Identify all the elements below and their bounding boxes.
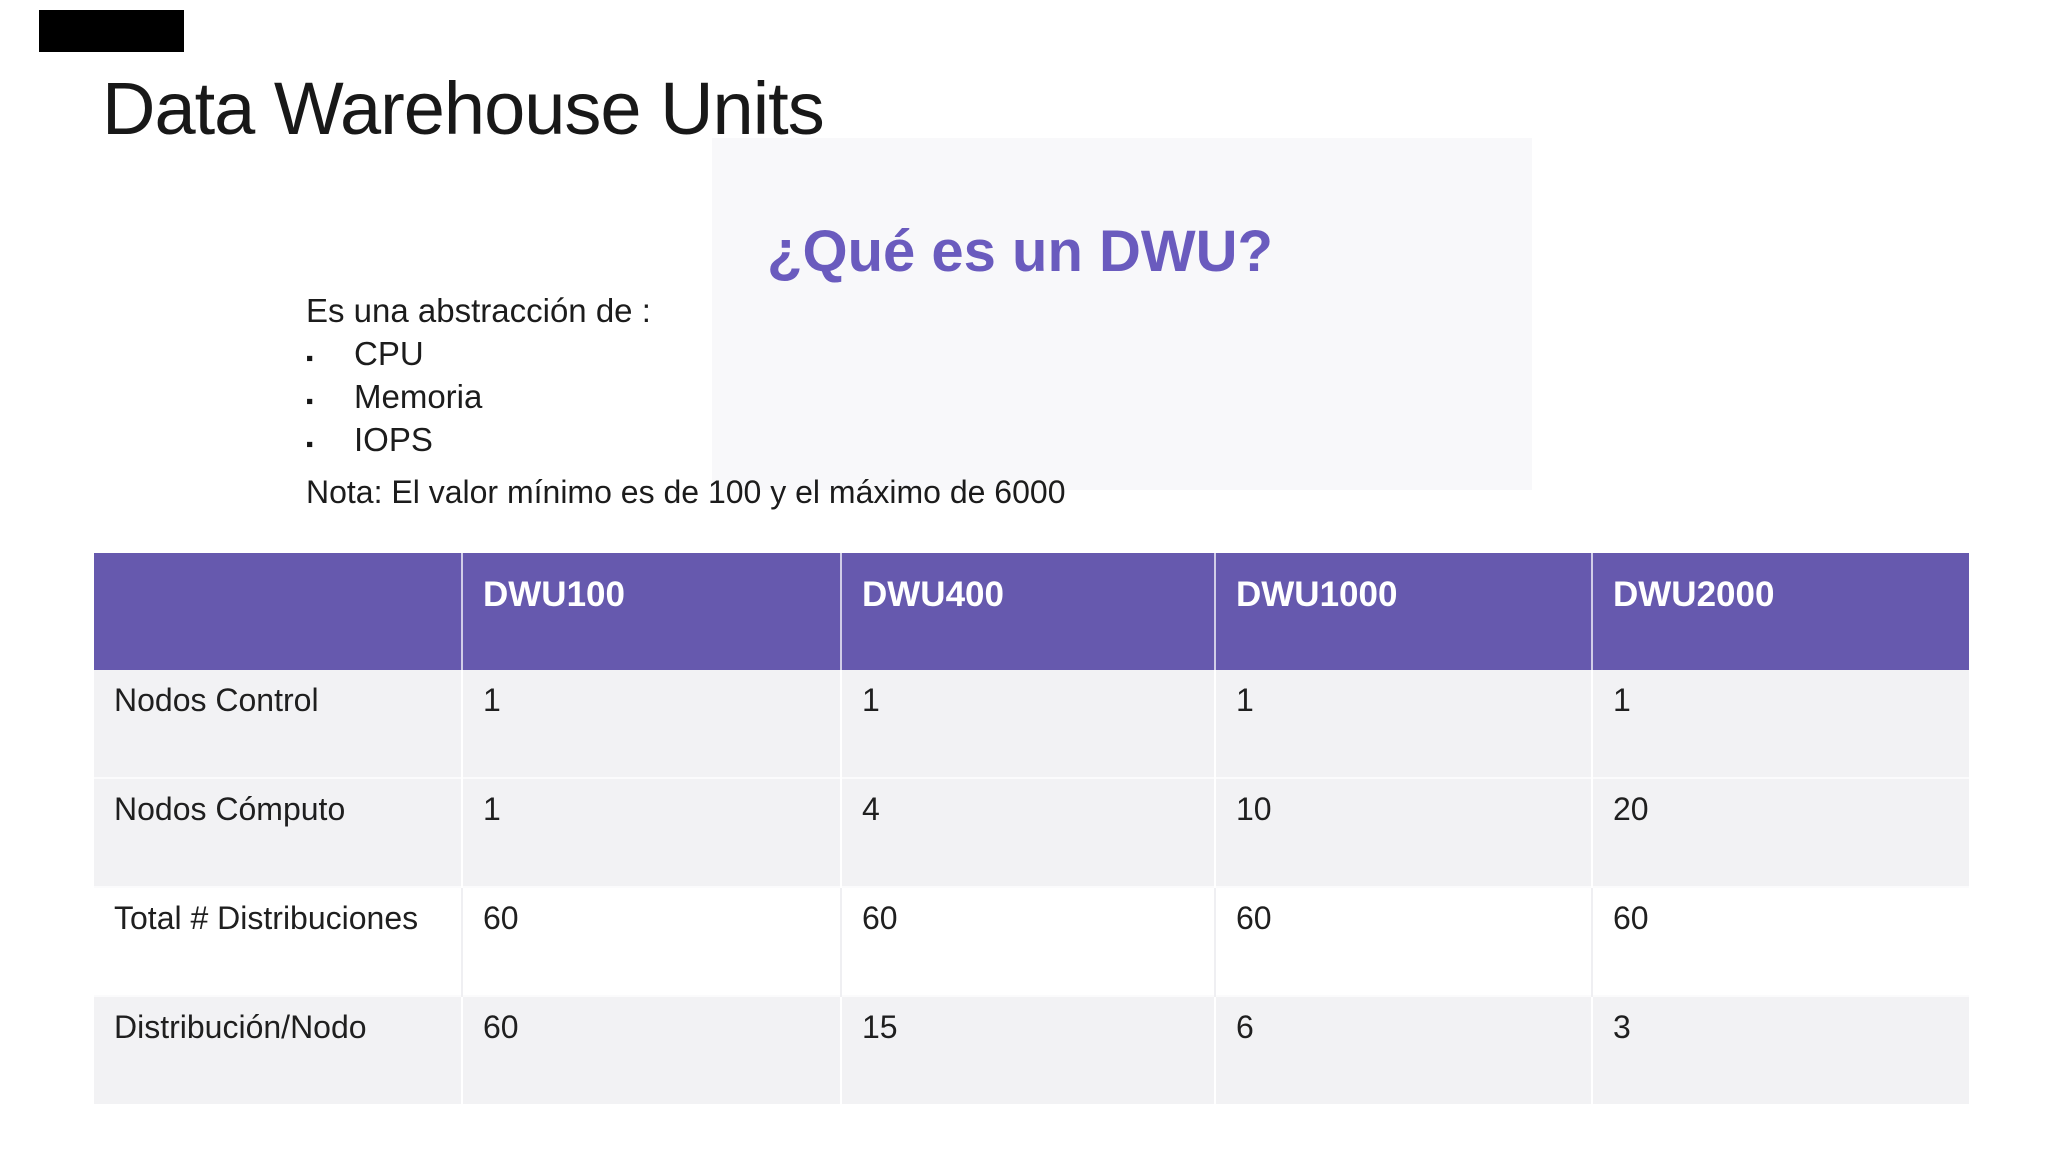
- bullet-label: Memoria: [354, 378, 483, 415]
- content-placeholder-panel: [712, 138, 1532, 490]
- cell-value: 60: [840, 886, 1215, 996]
- cell-value: 60: [461, 886, 841, 996]
- square-bullet-icon: ▪: [306, 433, 314, 456]
- cell-value: 1: [461, 670, 841, 778]
- table-row-total-distribuciones: Total # Distribuciones 60 60 60 60: [94, 886, 1969, 996]
- square-bullet-icon: ▪: [306, 347, 314, 370]
- cell-value: 15: [840, 995, 1215, 1104]
- cell-value: 10: [1214, 777, 1592, 887]
- cell-value: 60: [1591, 886, 1969, 996]
- page-title: Data Warehouse Units: [102, 67, 825, 150]
- bullet-label: CPU: [354, 335, 424, 372]
- header-cell-empty: [94, 553, 462, 670]
- cell-value: 60: [461, 995, 841, 1104]
- cell-value: 1: [840, 670, 1215, 778]
- slide-subtitle: ¿Qué es un DWU?: [767, 219, 1273, 284]
- dwu-comparison-table: DWU100 DWU400 DWU1000 DWU2000 Nodos Cont…: [94, 553, 1969, 1104]
- cell-value: 1: [461, 777, 841, 887]
- bullet-item-iops: ▪ IOPS: [306, 421, 651, 464]
- cell-value: 6: [1214, 995, 1592, 1104]
- header-cell-dwu400: DWU400: [840, 553, 1215, 670]
- bullet-item-cpu: ▪ CPU: [306, 335, 651, 378]
- cell-value: 3: [1591, 995, 1969, 1104]
- table-header-row: DWU100 DWU400 DWU1000 DWU2000: [94, 553, 1969, 670]
- note-text: Nota: El valor mínimo es de 100 y el máx…: [306, 474, 1066, 510]
- square-bullet-icon: ▪: [306, 390, 314, 413]
- table-row-distribucion-nodo: Distribución/Nodo 60 15 6 3: [94, 995, 1969, 1104]
- cell-value: 1: [1591, 670, 1969, 778]
- cell-value: 1: [1214, 670, 1592, 778]
- header-cell-dwu2000: DWU2000: [1591, 553, 1969, 670]
- row-label: Distribución/Nodo: [94, 995, 462, 1104]
- abstraction-text-block: Es una abstracción de : ▪ CPU ▪ Memoria …: [306, 292, 651, 464]
- header-cell-dwu100: DWU100: [461, 553, 841, 670]
- row-label: Nodos Control: [94, 670, 462, 778]
- cell-value: 20: [1591, 777, 1969, 887]
- bullet-item-memoria: ▪ Memoria: [306, 378, 651, 421]
- header-cell-dwu1000: DWU1000: [1214, 553, 1592, 670]
- table-row-nodos-computo: Nodos Cómputo 1 4 10 20: [94, 777, 1969, 887]
- cell-value: 60: [1214, 886, 1592, 996]
- bullet-label: IOPS: [354, 421, 433, 458]
- table-row-nodos-control: Nodos Control 1 1 1 1: [94, 670, 1969, 778]
- row-label: Nodos Cómputo: [94, 777, 462, 887]
- cell-value: 4: [840, 777, 1215, 887]
- row-label: Total # Distribuciones: [94, 886, 462, 996]
- intro-line: Es una abstracción de :: [306, 292, 651, 329]
- redacted-logo-bar: [39, 10, 184, 52]
